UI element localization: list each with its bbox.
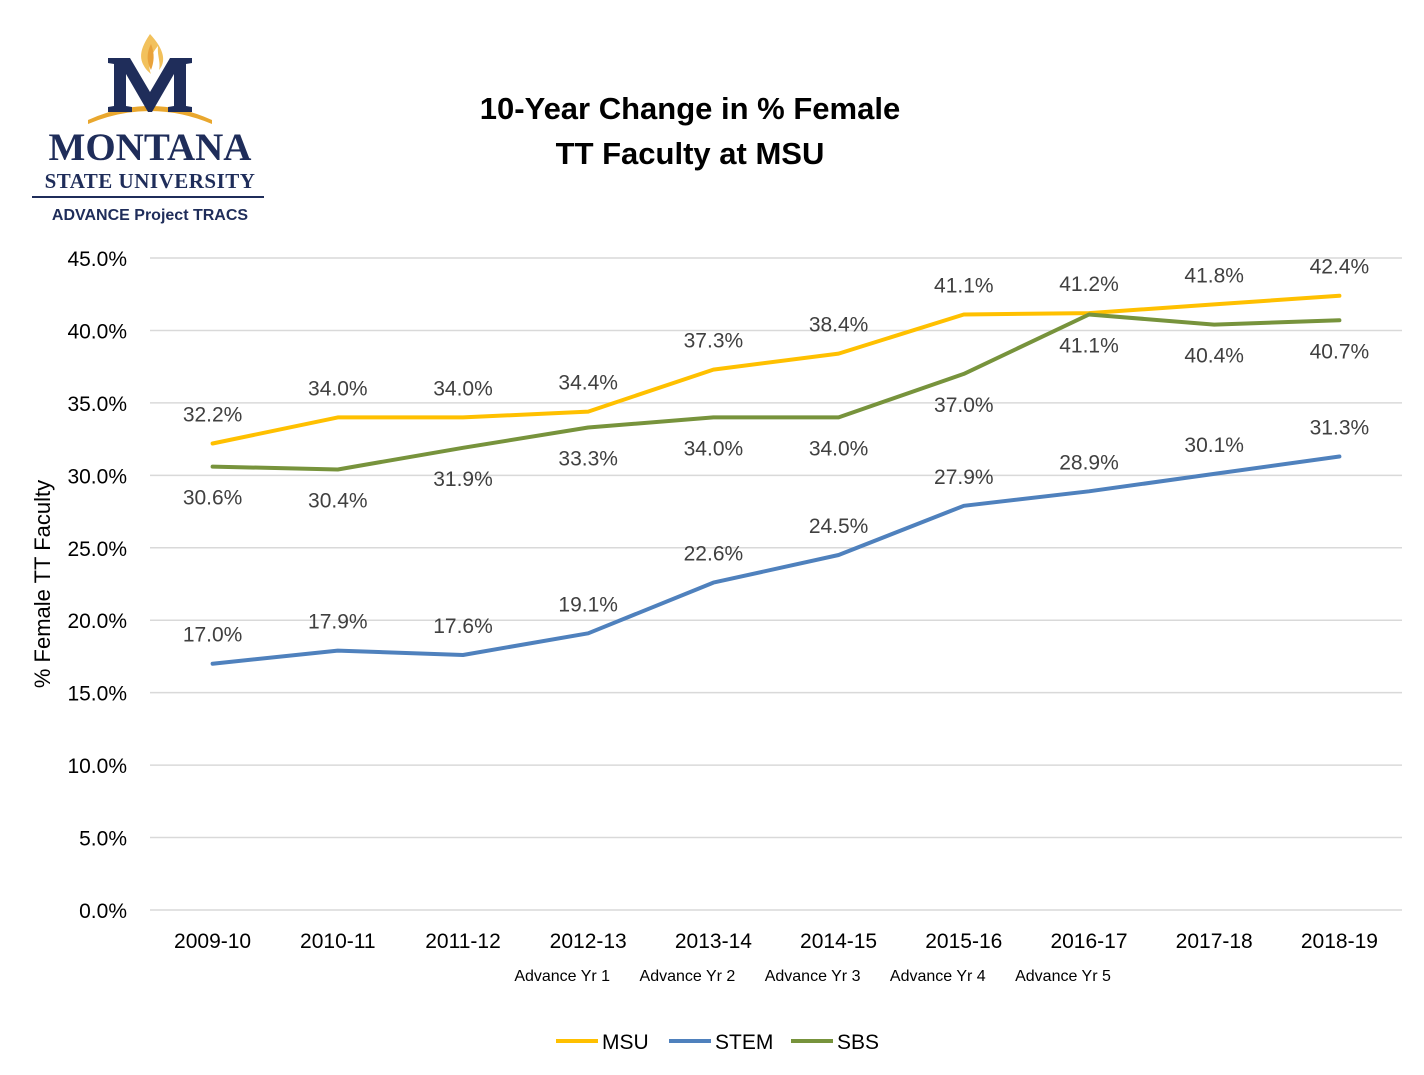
x-tick-sublabel: Advance Yr 3 bbox=[765, 968, 861, 985]
data-label-stem: 17.6% bbox=[433, 615, 493, 638]
logo-project: ADVANCE Project TRACS bbox=[51, 207, 249, 224]
series-line-stem bbox=[210, 454, 1342, 666]
chart-title: 10-Year Change in % Female TT Faculty at… bbox=[390, 86, 990, 176]
logo-mark bbox=[88, 34, 212, 124]
legend-label-msu: MSU bbox=[602, 1031, 649, 1054]
y-tick-label: 35.0% bbox=[67, 393, 127, 416]
series-line-sbs bbox=[210, 312, 1342, 472]
data-label-msu: 38.4% bbox=[809, 314, 869, 337]
x-tick-sublabel: Advance Yr 2 bbox=[640, 968, 736, 985]
chart-title-line-1: 10-Year Change in % Female bbox=[479, 91, 901, 126]
x-tick-label: 2011-12 bbox=[425, 930, 501, 953]
legend-label-sbs: SBS bbox=[837, 1031, 879, 1054]
data-label-stem: 30.1% bbox=[1184, 434, 1244, 457]
x-tick-label: 2012-13 bbox=[550, 930, 627, 953]
data-label-sbs: 40.4% bbox=[1184, 345, 1244, 368]
logo-university: STATE UNIVERSITY bbox=[44, 169, 256, 193]
x-tick-label: 2013-14 bbox=[675, 930, 752, 953]
x-tick-label: 2016-17 bbox=[1050, 930, 1127, 953]
data-label-sbs: 41.1% bbox=[1059, 335, 1119, 358]
data-label-stem: 17.0% bbox=[183, 624, 243, 647]
series-line-msu bbox=[210, 293, 1342, 446]
data-label-stem: 24.5% bbox=[809, 515, 869, 538]
data-label-msu: 34.0% bbox=[308, 377, 368, 400]
data-label-sbs: 31.9% bbox=[433, 468, 493, 491]
x-tick-label: 2015-16 bbox=[925, 930, 1002, 953]
y-tick-label: 25.0% bbox=[67, 538, 127, 561]
data-label-sbs: 34.0% bbox=[809, 437, 869, 460]
data-label-stem: 31.3% bbox=[1310, 416, 1370, 439]
y-tick-label: 30.0% bbox=[67, 465, 127, 488]
data-label-stem: 22.6% bbox=[684, 543, 744, 566]
x-tick-sublabel: Advance Yr 5 bbox=[1015, 968, 1111, 985]
data-label-stem: 27.9% bbox=[934, 466, 994, 489]
data-label-sbs: 30.4% bbox=[308, 490, 368, 513]
x-tick-sublabel: Advance Yr 4 bbox=[890, 968, 986, 985]
y-tick-label: 10.0% bbox=[67, 755, 127, 778]
x-tick-sublabel: Advance Yr 1 bbox=[514, 968, 610, 985]
x-tick-label: 2018-19 bbox=[1301, 930, 1378, 953]
y-tick-label: 40.0% bbox=[67, 320, 127, 343]
data-label-msu: 42.4% bbox=[1310, 256, 1370, 279]
y-tick-label: 5.0% bbox=[79, 828, 127, 851]
data-label-sbs: 33.3% bbox=[558, 448, 618, 471]
x-tick-label: 2014-15 bbox=[800, 930, 877, 953]
y-axis-label: % Female TT Faculty bbox=[30, 480, 55, 688]
data-label-sbs: 34.0% bbox=[684, 437, 744, 460]
data-label-msu: 41.1% bbox=[934, 275, 994, 298]
legend-label-stem: STEM bbox=[715, 1031, 773, 1054]
x-tick-label: 2017-18 bbox=[1176, 930, 1253, 953]
x-tick-label: 2009-10 bbox=[174, 930, 251, 953]
y-tick-label: 0.0% bbox=[79, 900, 127, 923]
data-label-msu: 41.2% bbox=[1059, 273, 1119, 296]
chart-title-line-2: TT Faculty at MSU bbox=[555, 136, 825, 171]
data-label-stem: 19.1% bbox=[558, 593, 618, 616]
data-label-sbs: 30.6% bbox=[183, 487, 243, 510]
data-label-sbs: 37.0% bbox=[934, 394, 994, 417]
logo-divider bbox=[32, 196, 264, 198]
logo-wordmark: MONTANA bbox=[48, 126, 252, 169]
y-tick-label: 15.0% bbox=[67, 683, 127, 706]
data-label-msu: 37.3% bbox=[684, 330, 744, 353]
data-label-msu: 34.0% bbox=[433, 377, 493, 400]
x-tick-label: 2010-11 bbox=[300, 930, 376, 953]
data-label-stem: 17.9% bbox=[308, 611, 368, 634]
data-label-msu: 32.2% bbox=[183, 403, 243, 426]
data-label-sbs: 40.7% bbox=[1310, 340, 1370, 363]
data-label-msu: 34.4% bbox=[558, 372, 618, 395]
data-label-msu: 41.8% bbox=[1184, 264, 1244, 287]
y-tick-label: 20.0% bbox=[67, 610, 127, 633]
y-tick-label: 45.0% bbox=[67, 248, 127, 271]
msu-logo: MONTANA STATE UNIVERSITY ADVANCE Project… bbox=[30, 30, 270, 230]
data-label-stem: 28.9% bbox=[1059, 451, 1119, 474]
